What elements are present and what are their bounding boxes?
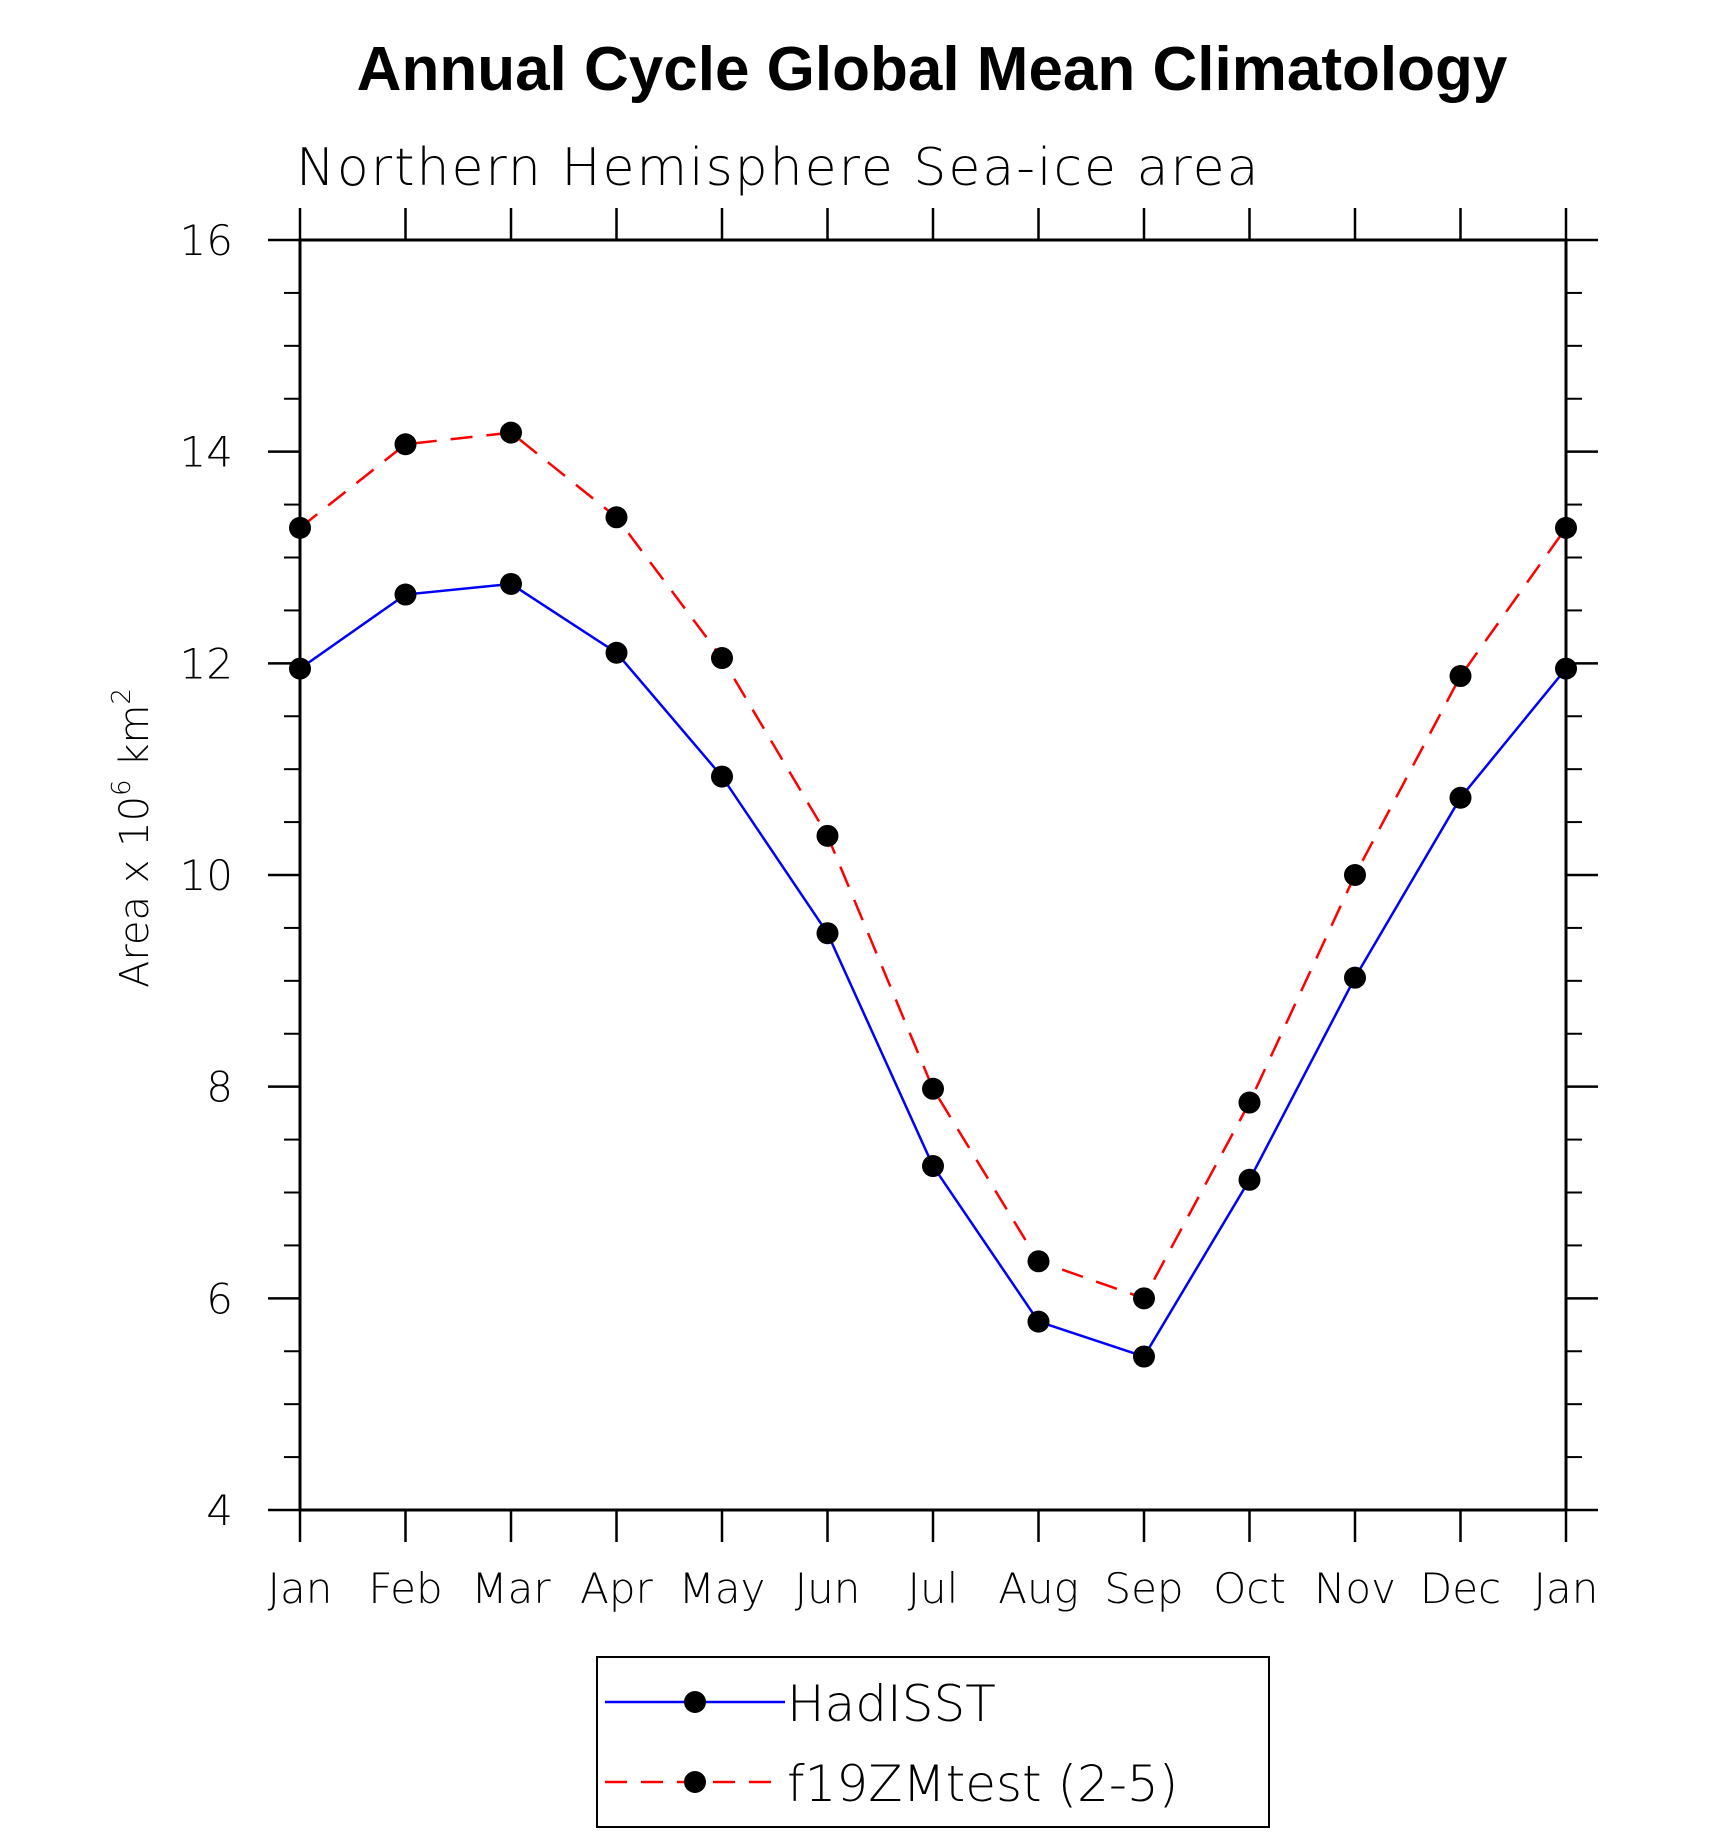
x-tick-label: Jan: [1534, 1564, 1599, 1613]
series-point: [922, 1155, 944, 1178]
series-layer: [289, 421, 1577, 1368]
series-point: [1344, 864, 1366, 886]
legend: HadISST f19ZMtest (2-5): [596, 1656, 1270, 1828]
chart-subtitle: Northern Hemisphere Sea-ice area: [296, 138, 1261, 198]
series-point: [711, 647, 733, 670]
x-tick-label: May: [679, 1564, 766, 1613]
y-tick-label: 12: [180, 639, 233, 688]
y-tick-label: 8: [206, 1063, 233, 1112]
series-point: [816, 922, 839, 945]
series-point: [1027, 1250, 1050, 1273]
series-line: [299, 582, 1567, 1359]
y-tick-label: 14: [180, 428, 233, 477]
x-tick-label: Aug: [998, 1564, 1079, 1613]
y-axis-label: Area x 106 km2: [107, 688, 158, 988]
series-point: [1344, 966, 1366, 989]
series-point: [1238, 1091, 1261, 1114]
series-point: [500, 421, 522, 444]
legend-marker-hadisst: [684, 1691, 706, 1713]
series-point: [289, 516, 311, 539]
series-point: [605, 641, 628, 664]
y-axis-title: Area x 106 km2: [107, 688, 158, 988]
x-tick-label: Jun: [795, 1564, 861, 1613]
y-tick-label: 4: [206, 1486, 233, 1535]
series-point: [711, 765, 733, 788]
x-tick-label: Apr: [580, 1564, 653, 1613]
y-tick-labels: 4 6 8 10 12 14 16: [180, 216, 233, 1535]
x-tick-label: Sep: [1104, 1564, 1183, 1613]
series-point: [1133, 1287, 1155, 1310]
series-point: [1555, 657, 1577, 680]
x-tick-label: Nov: [1314, 1564, 1396, 1613]
series-point: [289, 657, 311, 680]
series-point: [922, 1077, 944, 1100]
chart-title: Annual Cycle Global Mean Climatology: [357, 35, 1508, 104]
x-tick-label: Feb: [368, 1564, 442, 1613]
series-point: [500, 572, 522, 595]
legend-label-f19zmtest: f19ZMtest (2-5): [787, 1755, 1178, 1813]
legend-box: [596, 1656, 1270, 1828]
x-tick-label: Oct: [1213, 1564, 1286, 1613]
y-tick-label: 16: [180, 216, 233, 265]
legend-label-hadisst: HadISST: [787, 1675, 996, 1733]
series-point: [1027, 1310, 1050, 1333]
series-point: [605, 506, 628, 529]
series-point: [394, 433, 417, 456]
x-tick-label: Jul: [908, 1564, 959, 1613]
series-point: [816, 824, 839, 847]
series-point: [1555, 516, 1577, 539]
series-point: [1449, 786, 1472, 809]
x-tick-label: Jan: [268, 1564, 333, 1613]
series-point: [1449, 665, 1472, 688]
x-tick-label: Dec: [1420, 1564, 1501, 1613]
series-point: [394, 583, 417, 606]
axis-ticks: [268, 208, 1598, 1542]
series-point: [1238, 1168, 1261, 1191]
x-tick-label: Mar: [471, 1564, 551, 1613]
x-tick-labels: Jan Feb Mar Apr May Jun Jul Aug Sep Oct Nov Dec Jan: [268, 1564, 1599, 1613]
series-point: [1133, 1345, 1155, 1368]
legend-marker-f19zmtest: [684, 1771, 706, 1793]
plot-frame: [298, 238, 1568, 1512]
y-tick-label: 10: [180, 851, 233, 900]
y-tick-label: 6: [206, 1274, 233, 1323]
